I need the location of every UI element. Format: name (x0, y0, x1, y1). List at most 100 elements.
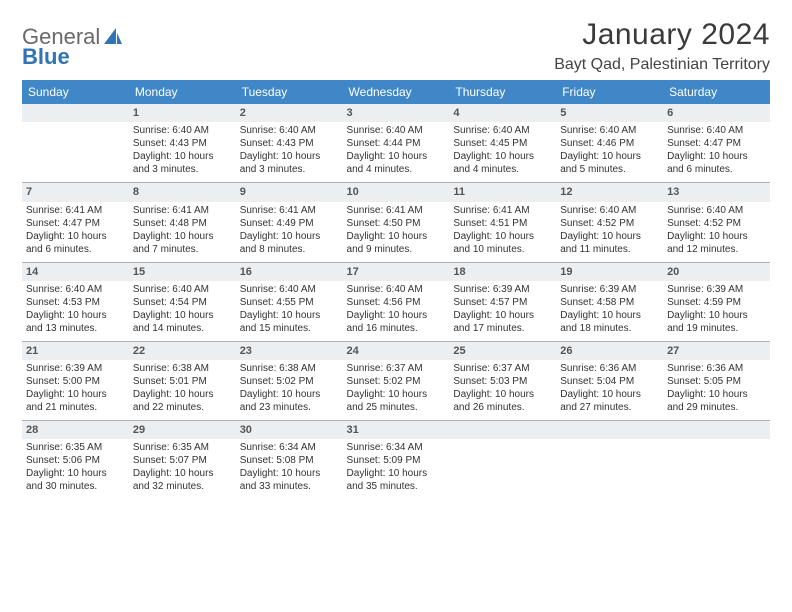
calendar-day-cell: 31Sunrise: 6:34 AMSunset: 5:09 PMDayligh… (343, 421, 450, 500)
daylight-line: and 8 minutes. (240, 243, 339, 256)
sunset-line: Sunset: 4:49 PM (240, 217, 339, 230)
calendar-day-cell: 24Sunrise: 6:37 AMSunset: 5:02 PMDayligh… (343, 341, 450, 420)
daylight-line: Daylight: 10 hours (453, 230, 552, 243)
daylight-line: and 23 minutes. (240, 401, 339, 414)
sunset-line: Sunset: 4:56 PM (347, 296, 446, 309)
calendar-day-cell: 12Sunrise: 6:40 AMSunset: 4:52 PMDayligh… (556, 183, 663, 262)
day-number: 15 (129, 263, 236, 281)
calendar-day-cell: 5Sunrise: 6:40 AMSunset: 4:46 PMDaylight… (556, 104, 663, 183)
calendar-day-cell: 19Sunrise: 6:39 AMSunset: 4:58 PMDayligh… (556, 262, 663, 341)
daylight-line: and 4 minutes. (347, 163, 446, 176)
day-number: 5 (556, 104, 663, 122)
sunset-line: Sunset: 4:57 PM (453, 296, 552, 309)
calendar-day-cell: 21Sunrise: 6:39 AMSunset: 5:00 PMDayligh… (22, 341, 129, 420)
daylight-line: Daylight: 10 hours (240, 388, 339, 401)
day-number: 29 (129, 421, 236, 439)
sunrise-line: Sunrise: 6:40 AM (240, 124, 339, 137)
sunset-line: Sunset: 4:46 PM (560, 137, 659, 150)
sunset-line: Sunset: 5:01 PM (133, 375, 232, 388)
sunset-line: Sunset: 4:47 PM (26, 217, 125, 230)
sunrise-line: Sunrise: 6:40 AM (347, 124, 446, 137)
sunset-line: Sunset: 4:52 PM (667, 217, 766, 230)
calendar-day-cell: 3Sunrise: 6:40 AMSunset: 4:44 PMDaylight… (343, 104, 450, 183)
day-number: 21 (22, 342, 129, 360)
daylight-line: Daylight: 10 hours (453, 388, 552, 401)
sunrise-line: Sunrise: 6:39 AM (453, 283, 552, 296)
day-number: 11 (449, 183, 556, 201)
daylight-line: and 17 minutes. (453, 322, 552, 335)
day-number: 4 (449, 104, 556, 122)
calendar-day-cell: 23Sunrise: 6:38 AMSunset: 5:02 PMDayligh… (236, 341, 343, 420)
day-number: 7 (22, 183, 129, 201)
calendar-day-cell: 13Sunrise: 6:40 AMSunset: 4:52 PMDayligh… (663, 183, 770, 262)
daylight-line: and 19 minutes. (667, 322, 766, 335)
day-number: 22 (129, 342, 236, 360)
daylight-line: and 3 minutes. (240, 163, 339, 176)
day-number: 30 (236, 421, 343, 439)
sunrise-line: Sunrise: 6:37 AM (347, 362, 446, 375)
calendar-day-cell: 25Sunrise: 6:37 AMSunset: 5:03 PMDayligh… (449, 341, 556, 420)
calendar-week-row: 14Sunrise: 6:40 AMSunset: 4:53 PMDayligh… (22, 262, 770, 341)
day-number: 20 (663, 263, 770, 281)
day-number: 17 (343, 263, 450, 281)
day-number: 18 (449, 263, 556, 281)
sunrise-line: Sunrise: 6:41 AM (133, 204, 232, 217)
sunrise-line: Sunrise: 6:40 AM (133, 283, 232, 296)
weekday-header: Sunday (22, 80, 129, 104)
calendar-day-cell: 18Sunrise: 6:39 AMSunset: 4:57 PMDayligh… (449, 262, 556, 341)
weekday-header: Wednesday (343, 80, 450, 104)
sail-icon (104, 28, 122, 49)
sunset-line: Sunset: 4:43 PM (240, 137, 339, 150)
daylight-line: Daylight: 10 hours (240, 467, 339, 480)
calendar-week-row: 7Sunrise: 6:41 AMSunset: 4:47 PMDaylight… (22, 183, 770, 262)
calendar-day-cell: 14Sunrise: 6:40 AMSunset: 4:53 PMDayligh… (22, 262, 129, 341)
calendar-day-cell: 16Sunrise: 6:40 AMSunset: 4:55 PMDayligh… (236, 262, 343, 341)
daylight-line: and 5 minutes. (560, 163, 659, 176)
daylight-line: and 30 minutes. (26, 480, 125, 493)
sunrise-line: Sunrise: 6:41 AM (26, 204, 125, 217)
daylight-line: Daylight: 10 hours (560, 309, 659, 322)
daylight-line: Daylight: 10 hours (347, 230, 446, 243)
day-number: 24 (343, 342, 450, 360)
calendar-day-cell: 17Sunrise: 6:40 AMSunset: 4:56 PMDayligh… (343, 262, 450, 341)
daylight-line: Daylight: 10 hours (560, 388, 659, 401)
location-subtitle: Bayt Qad, Palestinian Territory (554, 56, 770, 74)
calendar-day-cell: 11Sunrise: 6:41 AMSunset: 4:51 PMDayligh… (449, 183, 556, 262)
calendar-day-cell: 9Sunrise: 6:41 AMSunset: 4:49 PMDaylight… (236, 183, 343, 262)
daylight-line: and 21 minutes. (26, 401, 125, 414)
day-number: 10 (343, 183, 450, 201)
sunrise-line: Sunrise: 6:34 AM (240, 441, 339, 454)
sunset-line: Sunset: 4:58 PM (560, 296, 659, 309)
day-number-empty (449, 421, 556, 439)
daylight-line: and 16 minutes. (347, 322, 446, 335)
daylight-line: and 27 minutes. (560, 401, 659, 414)
day-number: 2 (236, 104, 343, 122)
sunrise-line: Sunrise: 6:41 AM (240, 204, 339, 217)
daylight-line: Daylight: 10 hours (347, 309, 446, 322)
sunrise-line: Sunrise: 6:41 AM (453, 204, 552, 217)
daylight-line: and 32 minutes. (133, 480, 232, 493)
sunrise-line: Sunrise: 6:40 AM (26, 283, 125, 296)
calendar-day-cell: 7Sunrise: 6:41 AMSunset: 4:47 PMDaylight… (22, 183, 129, 262)
sunrise-line: Sunrise: 6:40 AM (560, 204, 659, 217)
daylight-line: and 6 minutes. (26, 243, 125, 256)
sunset-line: Sunset: 5:02 PM (240, 375, 339, 388)
day-number: 9 (236, 183, 343, 201)
daylight-line: and 29 minutes. (667, 401, 766, 414)
calendar-body: 1Sunrise: 6:40 AMSunset: 4:43 PMDaylight… (22, 104, 770, 499)
daylight-line: Daylight: 10 hours (133, 388, 232, 401)
daylight-line: and 26 minutes. (453, 401, 552, 414)
day-number: 14 (22, 263, 129, 281)
day-number: 19 (556, 263, 663, 281)
sunrise-line: Sunrise: 6:40 AM (133, 124, 232, 137)
weekday-header: Monday (129, 80, 236, 104)
sunrise-line: Sunrise: 6:35 AM (133, 441, 232, 454)
daylight-line: Daylight: 10 hours (347, 467, 446, 480)
sunrise-line: Sunrise: 6:40 AM (560, 124, 659, 137)
daylight-line: and 13 minutes. (26, 322, 125, 335)
daylight-line: Daylight: 10 hours (453, 150, 552, 163)
sunset-line: Sunset: 5:07 PM (133, 454, 232, 467)
daylight-line: and 11 minutes. (560, 243, 659, 256)
daylight-line: and 35 minutes. (347, 480, 446, 493)
calendar-day-cell: 27Sunrise: 6:36 AMSunset: 5:05 PMDayligh… (663, 341, 770, 420)
